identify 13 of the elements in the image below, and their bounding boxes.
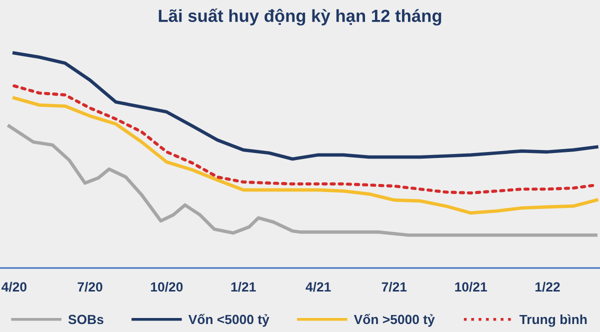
- x-tick-label: 4/21: [306, 282, 331, 292]
- legend-label: SOBs: [68, 314, 104, 324]
- x-tick-label: 1/21: [231, 282, 256, 292]
- x-tick-label: 4/20: [2, 282, 26, 292]
- x-tick-label: 10/21: [455, 282, 487, 292]
- x-tick-label: 10/20: [150, 282, 183, 292]
- x-tick-label: 7/21: [382, 282, 407, 292]
- chart-title: Lãi suất huy động kỳ hạn 12 tháng: [158, 8, 442, 26]
- x-tick-label: 7/20: [78, 282, 102, 292]
- x-tick-label: 1/22: [535, 282, 560, 292]
- legend-label: Vốn >5000 tỷ: [354, 314, 435, 327]
- legend-label: Trung bình: [519, 314, 587, 327]
- legend-label: Vốn <5000 tỷ: [188, 314, 270, 327]
